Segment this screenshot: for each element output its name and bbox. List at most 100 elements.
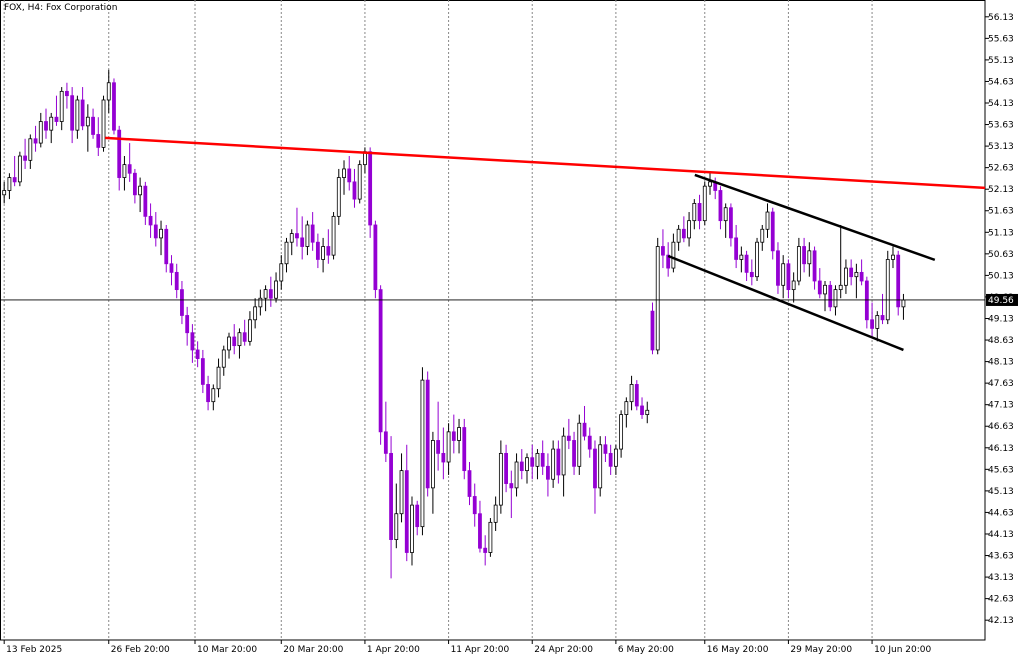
candle-body (185, 315, 190, 334)
candle-body (504, 452, 508, 484)
candle-body (681, 228, 686, 239)
candle-body (195, 349, 200, 359)
y-tick-label: 49.13 (988, 314, 1014, 324)
candle-body (389, 452, 393, 540)
candle-body (352, 181, 357, 200)
x-tick-label: 11 Apr 20:00 (451, 645, 510, 655)
candle-body (336, 177, 341, 217)
y-tick-label: 47.13 (988, 401, 1014, 411)
candle-body (791, 280, 796, 291)
candle-body (248, 319, 252, 342)
candle-body (744, 254, 749, 273)
candle-body (488, 521, 493, 553)
candle-body (232, 336, 237, 347)
y-tick-label: 55.63 (988, 34, 1014, 44)
candle-body (457, 427, 461, 441)
candle-body (760, 228, 765, 243)
x-tick-label: 26 Feb 20:00 (111, 645, 170, 655)
candle-body (112, 82, 116, 131)
candle-body (148, 215, 153, 226)
chart-title: FOX, H4: Fox Corporation (4, 3, 117, 13)
candle-body (540, 452, 545, 467)
candle-body (258, 297, 263, 308)
candle-body (138, 185, 143, 196)
candle-body (180, 289, 184, 316)
candle-body (864, 280, 869, 321)
candle-body (33, 138, 38, 144)
candle-body (425, 379, 430, 489)
candle-body (838, 284, 843, 291)
candle-body (2, 190, 7, 196)
candle-body (561, 435, 566, 476)
x-tick-label: 6 May 20:00 (618, 645, 674, 655)
candle-body (640, 405, 644, 415)
candle-body (321, 246, 326, 260)
candle-body (70, 95, 75, 131)
candle-body (645, 409, 650, 415)
candle-body (399, 470, 404, 515)
candle-body (315, 241, 320, 260)
candle-body (28, 138, 33, 161)
candle-body (436, 440, 441, 454)
y-tick-label: 46.13 (988, 444, 1014, 454)
candle-body (190, 332, 195, 351)
candle-body (671, 241, 676, 269)
candle-body (49, 116, 54, 131)
candle-body (697, 203, 702, 222)
candle-body (410, 504, 414, 553)
candle-body (237, 332, 242, 347)
current-price-label: 49.56 (988, 296, 1014, 306)
candle-body (227, 336, 231, 351)
candle-body (478, 513, 482, 549)
candle-body (253, 306, 258, 321)
candle-body (451, 431, 456, 441)
y-tick-label: 50.13 (988, 271, 1014, 281)
candle-body (493, 504, 498, 523)
candle-body (143, 185, 148, 217)
candle-body (598, 444, 603, 489)
candle-body (582, 422, 587, 437)
candle-body (823, 284, 827, 295)
candle-body (854, 271, 859, 278)
candle-body (326, 246, 331, 256)
candle-body (802, 246, 807, 265)
candle-body (153, 224, 158, 239)
candle-body (634, 384, 639, 407)
y-tick-label: 42.63 (988, 595, 1014, 605)
candle-body (807, 250, 812, 265)
candle-body (472, 496, 477, 515)
candle-body (587, 435, 592, 450)
candle-body (498, 452, 503, 506)
candle-body (624, 401, 629, 415)
x-tick-label: 20 Mar 20:00 (283, 645, 343, 655)
axes: 56.13 55.63 55.13 54.63 54.13 53.63 53.13 52.63… (3, 13, 1018, 655)
candle-body (556, 448, 561, 476)
candle-body (572, 440, 576, 467)
candle-body (749, 271, 754, 278)
candle-body (430, 440, 435, 489)
candle-body (781, 263, 786, 286)
candle-body (629, 384, 634, 403)
candle-body (221, 349, 226, 368)
candle-body (206, 384, 210, 403)
candle-body (305, 224, 310, 247)
y-tick-label: 43.63 (988, 552, 1014, 562)
candle-body (200, 358, 205, 385)
candle-body (734, 237, 739, 260)
candle-body (687, 220, 691, 239)
candle-body (169, 263, 174, 273)
candle-body (295, 233, 299, 239)
candle-body (211, 388, 216, 403)
candle-body (122, 164, 127, 178)
y-tick-label: 44.63 (988, 508, 1014, 518)
candle-body (54, 116, 59, 122)
y-tick-label: 53.13 (988, 142, 1014, 152)
candle-body (23, 155, 27, 161)
y-tick-label: 45.13 (988, 487, 1014, 497)
candle-body (117, 129, 122, 178)
candle-body (885, 259, 890, 321)
candle-body (216, 366, 221, 390)
candle-body (729, 207, 733, 239)
x-tick-label: 13 Feb 2025 (6, 645, 62, 655)
